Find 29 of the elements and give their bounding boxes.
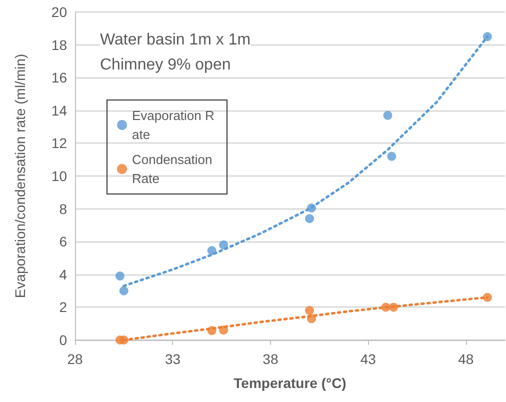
- point: [387, 152, 396, 161]
- y-tick-label: 12: [51, 135, 68, 152]
- point: [305, 214, 314, 224]
- annotation: Chimney 9% open: [100, 56, 231, 74]
- y-tick-label: 10: [51, 168, 68, 184]
- point: [383, 110, 392, 120]
- point: [219, 240, 228, 250]
- y-tick-label: 8: [59, 200, 68, 217]
- y-tick-label: 14: [51, 102, 68, 118]
- x-tick-label: 43: [360, 351, 376, 367]
- x-tick-label: 48: [458, 351, 474, 367]
- legend-label: Evaporation Rate: [132, 108, 214, 142]
- y-tick-label: 6: [59, 234, 68, 250]
- x-tick-label: 38: [262, 351, 278, 367]
- y-tick-label: 2: [59, 299, 68, 316]
- y-tick-label: 16: [51, 70, 68, 86]
- y-axis-title: Evaporation/condensation rate (ml/min): [12, 54, 28, 298]
- x-axis-title: Temperature (°C): [234, 375, 346, 391]
- x-tick-label: 33: [164, 351, 181, 367]
- y-tick-label: 18: [51, 36, 68, 53]
- y-tick-label: 4: [59, 266, 68, 282]
- point: [119, 286, 128, 296]
- point: [305, 306, 314, 315]
- y-tick-label: 0: [59, 332, 68, 348]
- point: [115, 272, 124, 281]
- y-tick-label: 20: [51, 4, 68, 20]
- legend-label: Condensation Rate: [132, 152, 216, 186]
- annotation: Water basin 1m x 1m: [100, 32, 251, 48]
- x-tick-label: 28: [67, 351, 83, 367]
